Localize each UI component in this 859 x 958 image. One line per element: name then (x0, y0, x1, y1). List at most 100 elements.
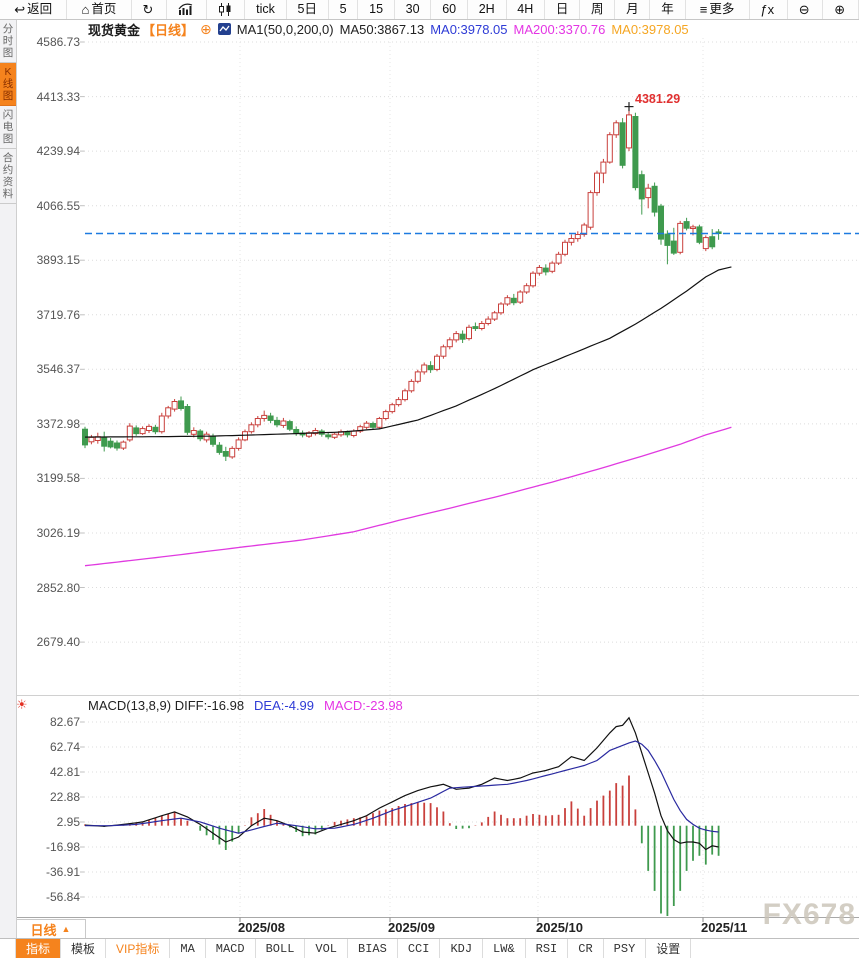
refresh-icon: ↻ (142, 2, 154, 17)
toolbar-button-2h[interactable]: 2H (468, 0, 507, 19)
indicator-tab-macd[interactable]: MACD (206, 939, 256, 958)
macd-value-label: MACD:-23.98 (324, 698, 403, 713)
watermark: FX678 (762, 898, 856, 931)
price-axis-label: 3372.98 (36, 416, 80, 431)
toolbar-button-4h[interactable]: 4H (507, 0, 546, 19)
price-axis-label: 2852.80 (36, 580, 80, 595)
fx-icon: ƒx (760, 2, 775, 17)
toolbar-button-15[interactable]: 15 (358, 0, 395, 19)
macd-axis-label: 2.95 (56, 815, 80, 829)
toolbar-button-fx[interactable]: ƒx (750, 0, 788, 19)
macd-axis-label: -56.84 (45, 890, 80, 904)
toolbar-button-5[interactable]: 5 (329, 0, 359, 19)
toolbar-button-tick[interactable]: tick (245, 0, 287, 19)
date-axis-label: 2025/10 (536, 920, 583, 935)
diff-line (84, 716, 719, 851)
indicator-tab-lw[interactable]: LW& (483, 939, 526, 958)
zoom-in-icon: ⊕ (834, 2, 846, 17)
indicator-tab-vip[interactable]: VIP指标 (106, 939, 171, 958)
home-icon: ⌂ (81, 2, 90, 17)
peak-price-annotation: 4381.29 (635, 91, 681, 106)
bar-chart-icon (178, 3, 193, 16)
candles (82, 106, 722, 461)
price-axis-label: 4413.33 (36, 89, 80, 104)
period-selector[interactable]: 日线 ▲ (15, 919, 86, 939)
macd-header: MACD(13,8,9) DIFF:-16.98 DEA:-4.99 MACD:… (88, 698, 403, 713)
indicator-tab-kdj[interactable]: KDJ (440, 939, 484, 958)
indicator-tab-rsi[interactable]: RSI (526, 939, 569, 958)
ma200-line (84, 426, 732, 567)
dropdown-up-icon: ▲ (61, 924, 71, 934)
toolbar-button-60[interactable]: 60 (431, 0, 468, 19)
toolbar-button-year[interactable]: 年 (650, 0, 686, 19)
macd-axis-label: 62.74 (49, 740, 80, 754)
ma50-line (84, 266, 732, 438)
macd-axis-label: -16.98 (45, 840, 80, 854)
period-label: 【日线】 (142, 22, 195, 38)
indicator-tab-[interactable]: 设置 (646, 939, 692, 958)
ma0-orange-value-label: MA0:3978.05 (611, 21, 689, 37)
toolbar-button-refresh[interactable]: ↻ (132, 0, 168, 19)
toolbar-button-back[interactable]: ↩ 返回 (0, 0, 68, 19)
candlestick-icon (218, 3, 232, 16)
price-axis-label: 3893.15 (36, 253, 80, 268)
toolbar-button-area-chart[interactable] (167, 0, 207, 19)
indicator-tab-boll[interactable]: BOLL (256, 939, 306, 958)
indicator-tab-vol[interactable]: VOL (305, 939, 349, 958)
indicator-toolbar: 指标 模板 VIP指标 MA MACD BOLL VOL BIAS CCI KDJ LW& RSI CR… (0, 938, 859, 958)
zoom-out-icon: ⊖ (798, 2, 810, 17)
indicator-tab-psy[interactable]: PSY (604, 939, 647, 958)
price-axis-label: 4066.55 (36, 198, 80, 213)
indicator-tab-cci[interactable]: CCI (398, 939, 441, 958)
indicator-tab-[interactable]: 指标 (16, 939, 62, 958)
ma200-value-label: MA200:3370.76 (513, 21, 606, 37)
sidebar-tab-lightning-chart[interactable]: 闪电图 (0, 106, 16, 149)
price-axis-label: 4239.94 (36, 144, 80, 159)
symbol-name: 现货黄金 (88, 22, 141, 38)
macd-axis-label: 22.88 (49, 790, 80, 804)
toolbar-button-zoom-in[interactable]: ⊕ (823, 0, 859, 19)
sidebar-tab-contract-info[interactable]: 合约资料 (0, 149, 16, 204)
dea-line (85, 740, 719, 834)
ma0-blue-value-label: MA0:3978.05 (430, 21, 508, 37)
add-indicator-icon[interactable]: ⊕ (200, 20, 212, 37)
price-axis-label: 2679.40 (36, 635, 80, 650)
indicator-tab-cr[interactable]: CR (568, 939, 604, 958)
menu-icon: ≡ (699, 2, 708, 17)
period-selector-label: 日线 (30, 922, 57, 938)
toolbar-button-30[interactable]: 30 (395, 0, 432, 19)
sidebar-tab-time-chart[interactable]: 分时图 (0, 20, 16, 63)
price-chart-header: 现货黄金 【日线】 ⊕ MA1(50,0,200,0) MA50:3867.13… (88, 20, 689, 38)
date-axis-label: 2025/11 (701, 920, 748, 935)
macd-axis-label: 42.81 (49, 765, 80, 779)
toolbar-button-candle-chart[interactable] (207, 0, 246, 19)
indicator-tab-[interactable]: 模板 (61, 939, 107, 958)
toolbar-button-more[interactable]: ≡ 更多 (686, 0, 750, 19)
price-axis-label: 4586.73 (36, 35, 80, 49)
price-axis-label: 3199.58 (36, 471, 80, 486)
ma50-value-label: MA50:3867.13 (339, 21, 425, 37)
indicator-tab-bias[interactable]: BIAS (348, 939, 398, 958)
date-axis-label: 2025/09 (388, 920, 435, 935)
indicator-tab-ma[interactable]: MA (170, 939, 206, 958)
toolbar-button-home[interactable]: ⌂ 首页 (67, 0, 132, 19)
toolbar-button-week[interactable]: 周 (580, 0, 616, 19)
ma-params-label: MA1(50,0,200,0) (236, 21, 334, 37)
macd-axis-label: -36.91 (45, 865, 80, 879)
macd-params-diff-label: MACD(13,8,9) DIFF:-16.98 (88, 698, 245, 713)
toolbar-button-5d[interactable]: 5日 (287, 0, 329, 19)
macd-dea-label: DEA:-4.99 (254, 698, 315, 713)
indicator-settings-icon[interactable]: ☀ (16, 697, 28, 712)
toolbar-button-zoom-out[interactable]: ⊖ (788, 0, 824, 19)
top-toolbar: ↩ 返回 ⌂ 首页 ↻ tick 5日 5 15 30 60 2H 4H 日周月年 ≡ 更多 ƒx ⊖ ⊕ (0, 0, 859, 20)
price-axis-label: 3546.37 (36, 362, 80, 377)
peak-marker (624, 102, 634, 112)
toolbar-button-day[interactable]: 日 (545, 0, 581, 19)
price-axis-label: 3026.19 (36, 525, 80, 540)
macd-axis-label: 82.67 (49, 715, 80, 729)
toolbar-button-month[interactable]: 月 (615, 0, 651, 19)
